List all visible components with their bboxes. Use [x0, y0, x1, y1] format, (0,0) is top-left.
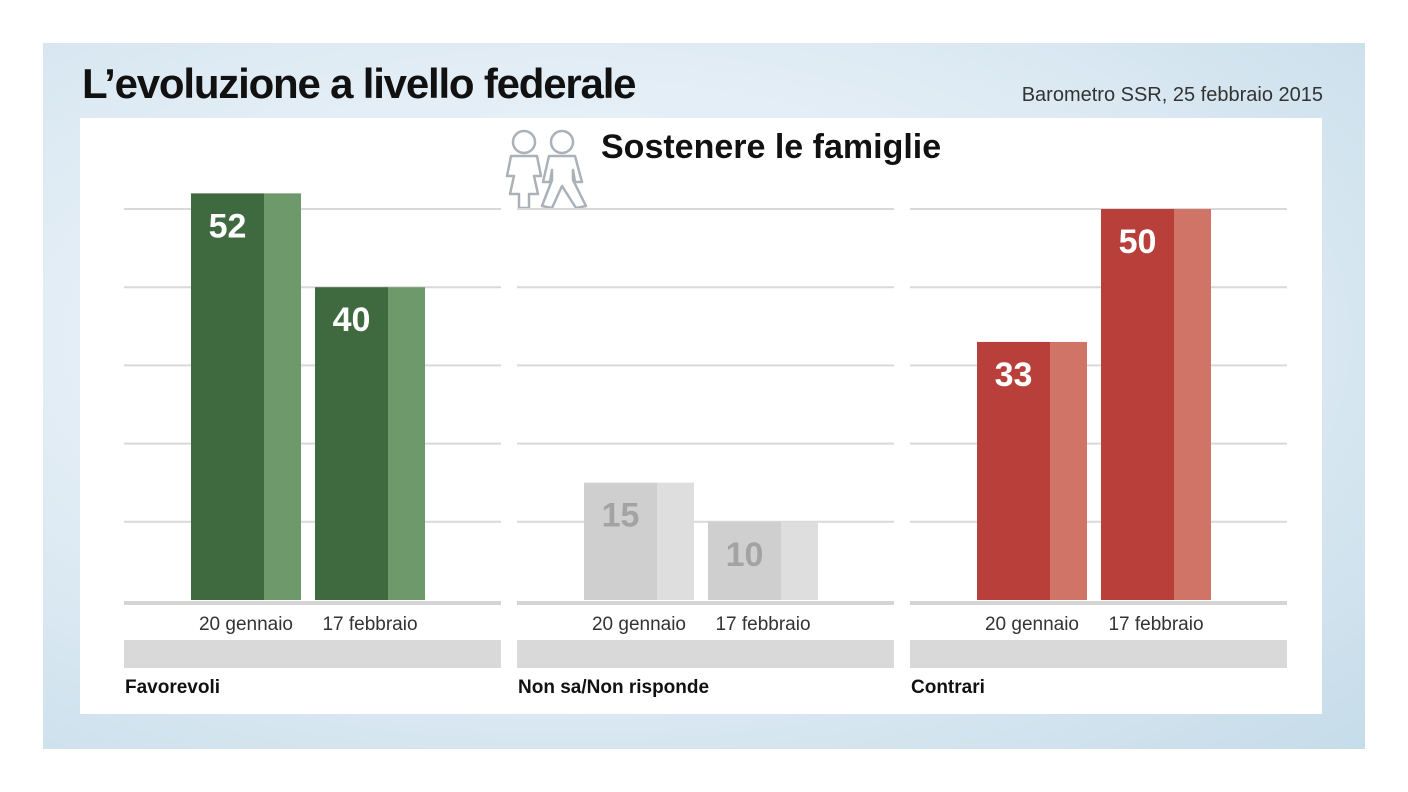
x-tick-label: 20 gennaio — [985, 614, 1079, 635]
family-icon — [505, 129, 588, 210]
group-strip — [124, 640, 501, 668]
bar-highlight — [1174, 209, 1211, 600]
bar-highlight — [388, 287, 425, 600]
bar-highlight — [1050, 341, 1087, 600]
x-tick-label: 17 febbraio — [1108, 614, 1203, 635]
data-label: 10 — [726, 536, 764, 574]
chart-subtitle: Sostenere le famiglie — [601, 128, 942, 166]
bar — [977, 341, 1050, 600]
bar — [584, 482, 657, 600]
x-tick-label: 17 febbraio — [322, 614, 417, 635]
bar — [1101, 209, 1174, 600]
data-label: 40 — [333, 301, 371, 339]
baseline — [910, 601, 1287, 605]
group-label: Non sa/Non risponde — [518, 677, 709, 698]
bar-highlight — [657, 482, 694, 600]
bar-highlight — [264, 193, 301, 601]
data-label: 15 — [602, 497, 640, 535]
source-note: Barometro SSR, 25 febbraio 2015 — [1021, 84, 1323, 106]
baseline — [517, 601, 894, 605]
group-strip — [517, 640, 894, 668]
x-tick-label: 17 febbraio — [715, 614, 810, 635]
group-label: Contrari — [911, 677, 985, 698]
x-tick-label: 20 gennaio — [592, 614, 686, 635]
bar — [708, 521, 781, 600]
bar-highlight — [781, 521, 818, 600]
x-tick-label: 20 gennaio — [199, 614, 293, 635]
bar — [191, 193, 264, 601]
data-label: 50 — [1119, 223, 1157, 261]
baseline — [124, 601, 501, 605]
bar — [315, 287, 388, 600]
group-strip — [910, 640, 1287, 668]
page-title: L’evoluzione a livello federale — [82, 60, 637, 107]
data-label: 52 — [209, 207, 247, 245]
group-label: Favorevoli — [125, 677, 220, 698]
data-label: 33 — [995, 356, 1033, 394]
